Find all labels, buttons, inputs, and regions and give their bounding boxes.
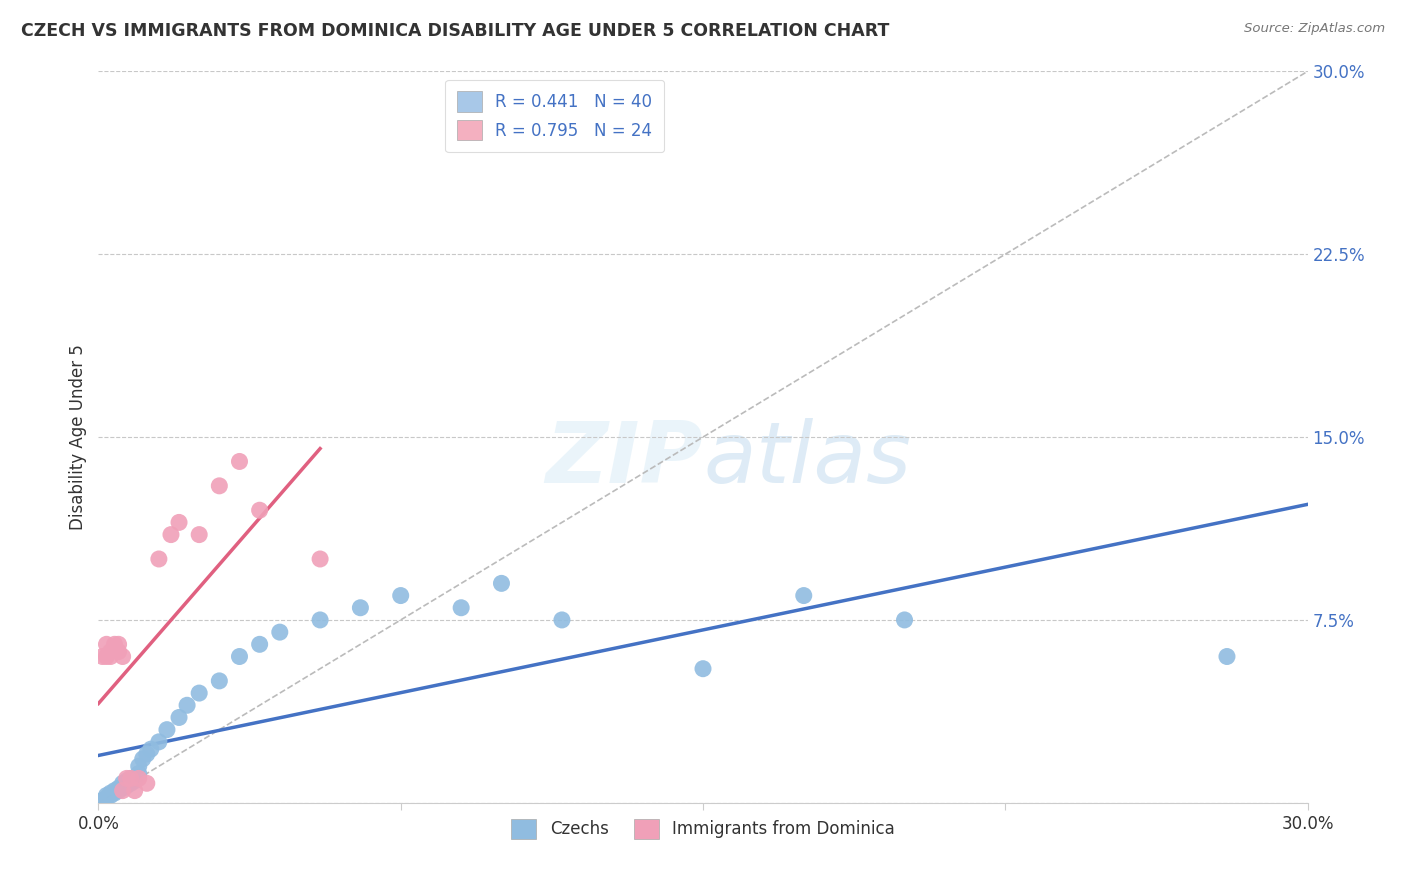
- Point: [1216, 649, 1239, 664]
- Point: [249, 503, 271, 517]
- Point: [167, 710, 190, 724]
- Point: [249, 637, 271, 651]
- Point: [148, 735, 170, 749]
- Point: [96, 791, 118, 805]
- Point: [139, 742, 162, 756]
- Point: [228, 649, 250, 664]
- Legend: Czechs, Immigrants from Dominica: Czechs, Immigrants from Dominica: [505, 812, 901, 846]
- Point: [208, 479, 231, 493]
- Point: [124, 783, 146, 797]
- Point: [135, 776, 157, 790]
- Point: [208, 673, 231, 688]
- Point: [135, 747, 157, 761]
- Text: atlas: atlas: [703, 417, 911, 500]
- Point: [96, 789, 118, 803]
- Point: [100, 789, 122, 803]
- Point: [793, 589, 815, 603]
- Point: [389, 589, 412, 603]
- Point: [148, 552, 170, 566]
- Point: [100, 786, 122, 800]
- Point: [100, 645, 122, 659]
- Point: [167, 516, 190, 530]
- Point: [188, 527, 211, 541]
- Point: [156, 723, 179, 737]
- Point: [128, 772, 150, 786]
- Point: [893, 613, 915, 627]
- Text: Source: ZipAtlas.com: Source: ZipAtlas.com: [1244, 22, 1385, 36]
- Point: [491, 576, 513, 591]
- Point: [107, 645, 129, 659]
- Point: [115, 773, 138, 788]
- Point: [111, 649, 134, 664]
- Point: [551, 613, 574, 627]
- Point: [91, 649, 114, 664]
- Point: [111, 776, 134, 790]
- Point: [128, 759, 150, 773]
- Point: [100, 649, 122, 664]
- Point: [103, 637, 125, 651]
- Point: [111, 783, 134, 797]
- Point: [107, 783, 129, 797]
- Point: [160, 527, 183, 541]
- Point: [188, 686, 211, 700]
- Point: [269, 625, 291, 640]
- Point: [120, 776, 142, 790]
- Point: [692, 662, 714, 676]
- Text: ZIP: ZIP: [546, 417, 703, 500]
- Point: [96, 649, 118, 664]
- Point: [103, 786, 125, 800]
- Point: [309, 552, 332, 566]
- Point: [107, 637, 129, 651]
- Point: [107, 781, 129, 796]
- Point: [111, 781, 134, 796]
- Point: [91, 793, 114, 807]
- Point: [120, 772, 142, 786]
- Text: CZECH VS IMMIGRANTS FROM DOMINICA DISABILITY AGE UNDER 5 CORRELATION CHART: CZECH VS IMMIGRANTS FROM DOMINICA DISABI…: [21, 22, 890, 40]
- Point: [228, 454, 250, 468]
- Point: [132, 752, 155, 766]
- Point: [309, 613, 332, 627]
- Point: [120, 772, 142, 786]
- Point: [349, 600, 371, 615]
- Point: [176, 698, 198, 713]
- Y-axis label: Disability Age Under 5: Disability Age Under 5: [69, 344, 87, 530]
- Point: [96, 637, 118, 651]
- Point: [124, 773, 146, 788]
- Point: [103, 642, 125, 657]
- Point: [115, 772, 138, 786]
- Point: [103, 783, 125, 797]
- Point: [128, 766, 150, 780]
- Point: [115, 779, 138, 793]
- Point: [450, 600, 472, 615]
